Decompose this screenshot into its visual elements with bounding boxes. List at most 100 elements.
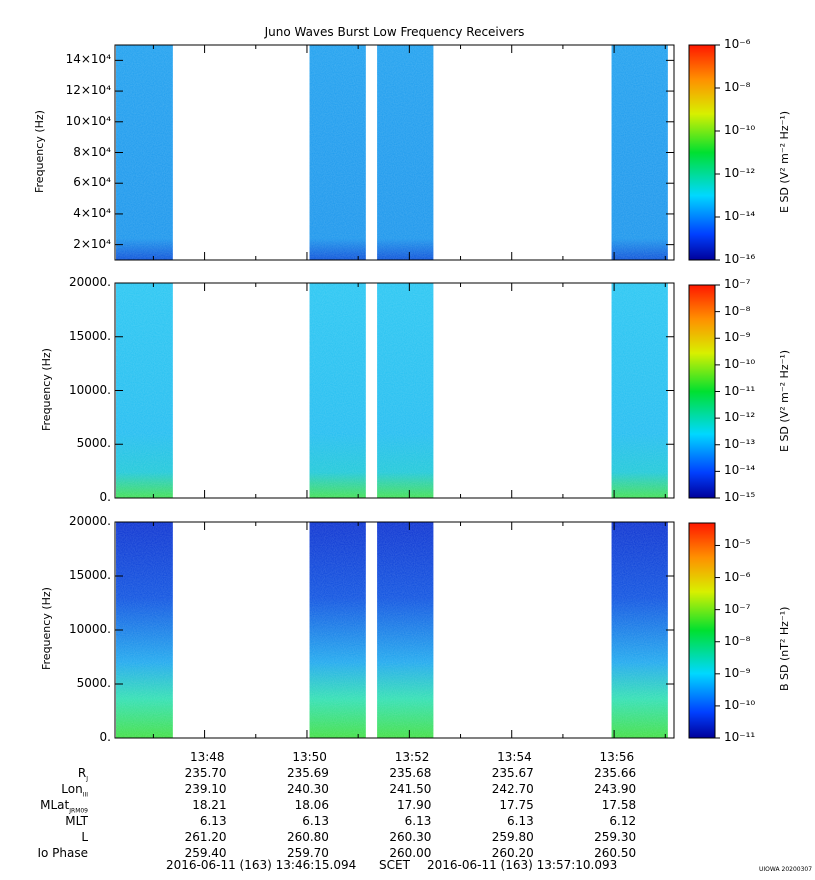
colorbar-tick-label: 10⁻¹⁴ bbox=[724, 463, 756, 478]
y-tick-label: 0. bbox=[99, 730, 111, 744]
colorbar-tick-label: 10⁻⁵ bbox=[724, 537, 751, 552]
ephemeris-value: 259.70 bbox=[286, 846, 329, 860]
colorbar-tick-label: 10⁻⁸ bbox=[724, 80, 751, 94]
data-noise-p3-3 bbox=[377, 522, 434, 738]
ephemeris-value: 259.80 bbox=[491, 830, 534, 844]
y-tick-label: 4×10⁴ bbox=[73, 205, 111, 220]
figure-title: Juno Waves Burst Low Frequency Receivers bbox=[264, 25, 525, 39]
ephemeris-label: MLatJRM09 bbox=[40, 798, 88, 815]
ephemeris-value: 17.75 bbox=[499, 798, 534, 812]
ephemeris-value: 6.13 bbox=[507, 814, 534, 828]
y-tick-label: 8×10⁴ bbox=[73, 144, 111, 159]
ephemeris-value: 259.30 bbox=[594, 830, 637, 844]
ephemeris-value: 235.70 bbox=[184, 766, 227, 780]
ephemeris-value: 18.06 bbox=[294, 798, 329, 812]
x-tick-label: 13:50 bbox=[292, 750, 327, 764]
ephemeris-value: 242.70 bbox=[491, 782, 534, 796]
data-noise-p1-2 bbox=[309, 45, 366, 260]
ephemeris-value: 260.00 bbox=[389, 846, 432, 860]
data-noise-p1-1 bbox=[116, 45, 173, 260]
ephemeris-row: MLT 6.13 6.13 6.13 6.13 6.12 bbox=[0, 814, 815, 829]
y-tick-label: 5000. bbox=[76, 676, 111, 690]
y-tick-label: 0. bbox=[99, 490, 111, 504]
data-noise-p2-4 bbox=[611, 283, 668, 498]
colorbar-p2 bbox=[688, 284, 716, 499]
x-tick-label: 13:56 bbox=[599, 750, 635, 764]
ephemeris-value: 259.40 bbox=[184, 846, 227, 860]
ephemeris-value: 6.13 bbox=[404, 814, 432, 828]
y-tick-label: 20000. bbox=[69, 275, 111, 289]
footer-scet: SCET bbox=[379, 858, 410, 872]
colorbar-tick-label: 10⁻¹⁴ bbox=[724, 209, 756, 223]
y-tick-label: 10000. bbox=[69, 622, 111, 636]
ephemeris-value: 17.58 bbox=[601, 798, 637, 812]
y-tick-label: 10000. bbox=[69, 382, 111, 397]
ephemeris-value: 260.50 bbox=[594, 846, 637, 860]
y-tick-label: 10×10⁴ bbox=[65, 113, 111, 128]
ephemeris-value: 235.67 bbox=[491, 766, 534, 780]
ephemeris-value: 241.50 bbox=[389, 782, 432, 796]
colorbar-tick-label: 10⁻⁷ bbox=[724, 601, 751, 616]
ephemeris-value: 6.13 bbox=[302, 814, 329, 828]
colorbar-label-p1: E SD (V² m⁻² Hz⁻¹) bbox=[778, 110, 791, 213]
y-axis-label-p1: Frequency (Hz) bbox=[33, 109, 46, 193]
y-tick-label: 5000. bbox=[76, 436, 111, 451]
colorbar-tick-label: 10⁻⁶ bbox=[724, 569, 751, 584]
colorbar-tick-label: 10⁻¹³ bbox=[724, 436, 756, 451]
y-axis-label-p2: Frequency (Hz) bbox=[40, 347, 53, 431]
data-noise-p1-3 bbox=[377, 45, 434, 260]
x-tick-label: 13:52 bbox=[394, 750, 430, 764]
ephemeris-value: 17.90 bbox=[396, 798, 432, 812]
data-noise-p3-4 bbox=[611, 522, 668, 738]
data-noise-p3-1 bbox=[116, 522, 173, 738]
footer-end-time: 2016-06-11 (163) 13:57:10.093 bbox=[427, 858, 618, 872]
credit-stamp: UIOWA 20200307 bbox=[759, 866, 813, 873]
ephemeris-row: L 261.20 260.80 260.30 259.80 259.30 bbox=[0, 830, 815, 845]
footer-start-time: 2016-06-11 (163) 13:46:15.094 bbox=[166, 858, 357, 872]
colorbar-p1 bbox=[688, 44, 716, 261]
y-tick-label: 2×10⁴ bbox=[73, 236, 111, 251]
ephemeris-row: LonIII 239.10 240.30 241.50 242.70 243.90 bbox=[0, 782, 815, 798]
colorbar-tick-label: 10⁻⁹ bbox=[724, 665, 751, 680]
colorbar-tick-label: 10⁻¹¹ bbox=[724, 730, 756, 744]
ephemeris-value: 261.20 bbox=[184, 830, 227, 844]
ephemeris-value: 260.20 bbox=[491, 846, 534, 860]
colorbar-tick-label: 10⁻⁹ bbox=[724, 330, 751, 345]
colorbar-tick-label: 10⁻¹⁰ bbox=[724, 123, 756, 137]
colorbar-p3 bbox=[688, 522, 716, 739]
ephemeris-value: 6.13 bbox=[199, 814, 227, 828]
colorbar-tick-label: 10⁻¹⁵ bbox=[724, 490, 756, 504]
colorbar-tick-label: 10⁻⁷ bbox=[724, 277, 751, 291]
ephemeris-row: Io Phase 259.40 259.70 260.00 260.20 260.50 bbox=[0, 846, 815, 861]
ephemeris-value: 235.66 bbox=[594, 766, 637, 780]
colorbar-tick-label: 10⁻⁸ bbox=[724, 633, 751, 648]
colorbar-tick-label: 10⁻¹² bbox=[724, 166, 756, 180]
ephemeris-label: MLT bbox=[65, 814, 88, 828]
data-noise-p1-4 bbox=[611, 45, 668, 260]
data-noise-p2-1 bbox=[116, 283, 173, 498]
colorbar-tick-label: 10⁻¹² bbox=[724, 410, 756, 425]
ephemeris-value: 18.21 bbox=[192, 798, 227, 812]
x-tick-label: 13:48 bbox=[189, 750, 225, 764]
ephemeris-value: 240.30 bbox=[286, 782, 329, 796]
y-tick-label: 12×10⁴ bbox=[65, 83, 111, 98]
y-axis-label-p3: Frequency (Hz) bbox=[40, 587, 53, 670]
ephemeris-row: RJ 235.70 235.69 235.68 235.67 235.66 bbox=[0, 766, 815, 783]
colorbar-label-p2: E SD (V² m⁻² Hz⁻¹) bbox=[778, 349, 791, 452]
ephemeris-label: Io Phase bbox=[37, 846, 88, 860]
ephemeris-row: MLatJRM09 18.21 18.06 17.90 17.75 17.58 bbox=[0, 798, 815, 815]
ephemeris-label: L bbox=[81, 830, 88, 844]
ephemeris-value: 235.68 bbox=[389, 766, 432, 780]
colorbar-tick-label: 10⁻¹⁰ bbox=[724, 356, 756, 371]
y-tick-label: 15000. bbox=[69, 328, 111, 343]
colorbar-tick-label: 10⁻⁶ bbox=[724, 37, 751, 51]
colorbar-tick-label: 10⁻¹⁶ bbox=[724, 252, 756, 266]
data-noise-p2-2 bbox=[309, 283, 366, 498]
data-noise-p2-3 bbox=[377, 283, 434, 498]
x-tick-label: 13:54 bbox=[497, 750, 532, 764]
ephemeris-value: 6.12 bbox=[609, 814, 637, 828]
ephemeris-value: 260.30 bbox=[389, 830, 432, 844]
ephemeris-label: RJ bbox=[77, 766, 88, 783]
y-tick-label: 20000. bbox=[69, 514, 111, 528]
